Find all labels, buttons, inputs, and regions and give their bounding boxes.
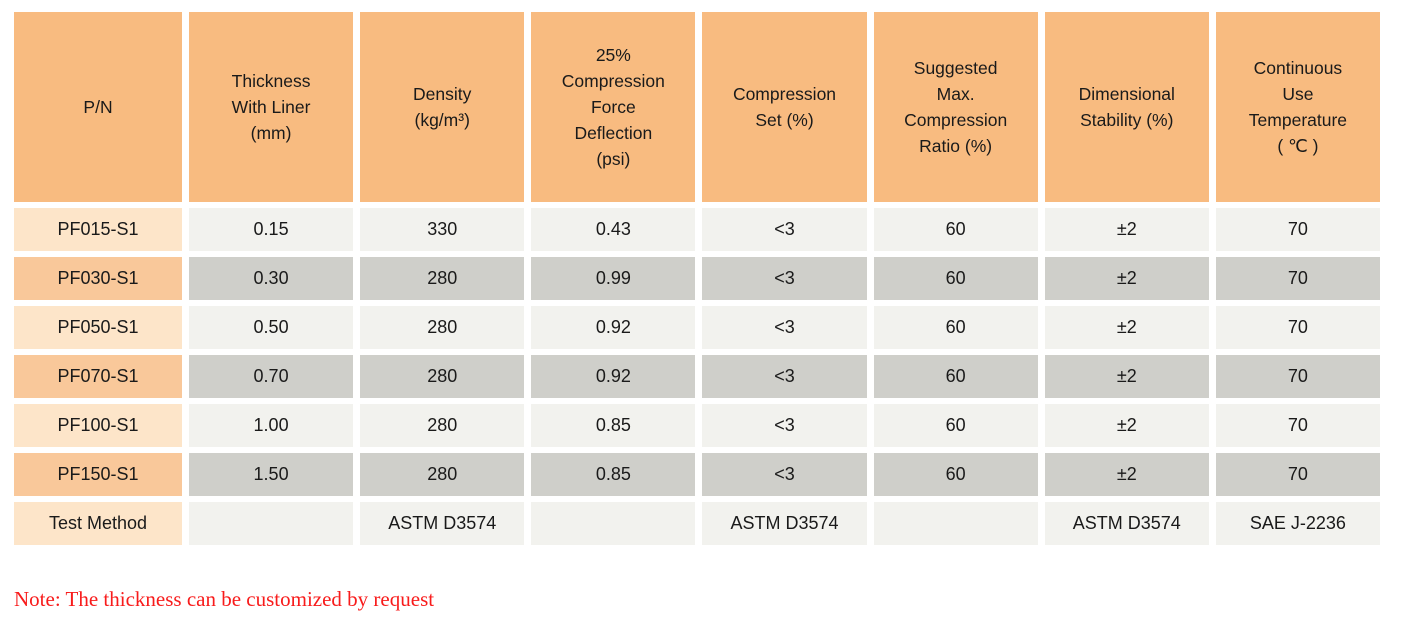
table-cell: 70 [1215, 306, 1380, 349]
table-cell: <3 [702, 257, 867, 300]
pn-cell: PF100-S1 [14, 404, 182, 447]
table-row-test-method: Test Method ASTM D3574 ASTM D3574 ASTM D… [14, 502, 1380, 545]
table-cell: ASTM D3574 [1044, 502, 1209, 545]
header-cell-compression-force-deflection: 25% Compression Force Deflection (psi) [531, 12, 696, 202]
table-cell: ±2 [1044, 453, 1209, 496]
table-cell: 1.00 [189, 404, 354, 447]
table-cell [531, 502, 696, 545]
pn-cell: PF150-S1 [14, 453, 182, 496]
header-cell-pn: P/N [14, 12, 182, 202]
header-row: P/N Thickness With Liner (mm) Density (k… [14, 12, 1380, 202]
pn-cell: PF015-S1 [14, 208, 182, 251]
table-cell [873, 502, 1038, 545]
table-row-pf015-s1: PF015-S1 0.15 330 0.43 <3 60 ±2 70 [14, 208, 1380, 251]
table-cell: 70 [1215, 453, 1380, 496]
table-row-pf070-s1: PF070-S1 0.70 280 0.92 <3 60 ±2 70 [14, 355, 1380, 398]
header-cell-continuous-use-temperature: Continuous Use Temperature ( ℃ ) [1215, 12, 1380, 202]
table-cell: 60 [873, 306, 1038, 349]
table-cell: ±2 [1044, 257, 1209, 300]
table-cell: ASTM D3574 [702, 502, 867, 545]
table-cell: 0.30 [189, 257, 354, 300]
header-cell-dimensional-stability: Dimensional Stability (%) [1044, 12, 1209, 202]
thickness-note: Note: The thickness can be customized by… [14, 587, 435, 611]
table-cell: <3 [702, 404, 867, 447]
table-cell: ASTM D3574 [360, 502, 525, 545]
spec-table: P/N Thickness With Liner (mm) Density (k… [7, 6, 1387, 551]
table-cell: ±2 [1044, 404, 1209, 447]
table-cell: 70 [1215, 257, 1380, 300]
table-cell: 1.50 [189, 453, 354, 496]
header-cell-thickness: Thickness With Liner (mm) [189, 12, 354, 202]
table-cell: 0.43 [531, 208, 696, 251]
table-cell: 60 [873, 355, 1038, 398]
table-cell: 70 [1215, 404, 1380, 447]
table-cell: 280 [360, 306, 525, 349]
table-cell: 280 [360, 404, 525, 447]
table-cell: 0.50 [189, 306, 354, 349]
table-cell: SAE J-2236 [1215, 502, 1380, 545]
table-cell: 0.70 [189, 355, 354, 398]
header-cell-suggested-max-compression-ratio: Suggested Max. Compression Ratio (%) [873, 12, 1038, 202]
table-cell: <3 [702, 208, 867, 251]
table-cell: 70 [1215, 208, 1380, 251]
table-cell: 0.85 [531, 453, 696, 496]
table-cell: 280 [360, 355, 525, 398]
table-row-pf050-s1: PF050-S1 0.50 280 0.92 <3 60 ±2 70 [14, 306, 1380, 349]
table-cell: 0.85 [531, 404, 696, 447]
pn-cell: Test Method [14, 502, 182, 545]
pn-cell: PF050-S1 [14, 306, 182, 349]
table-cell: 60 [873, 257, 1038, 300]
table-row-pf150-s1: PF150-S1 1.50 280 0.85 <3 60 ±2 70 [14, 453, 1380, 496]
table-cell: 70 [1215, 355, 1380, 398]
table-cell: 0.92 [531, 355, 696, 398]
table-cell: 0.92 [531, 306, 696, 349]
table-cell: 280 [360, 453, 525, 496]
table-cell: 60 [873, 208, 1038, 251]
table-cell: ±2 [1044, 355, 1209, 398]
table-cell: <3 [702, 306, 867, 349]
table-cell: 330 [360, 208, 525, 251]
table-cell: 0.99 [531, 257, 696, 300]
table-cell [189, 502, 354, 545]
pn-cell: PF030-S1 [14, 257, 182, 300]
table-cell: <3 [702, 355, 867, 398]
header-cell-density: Density (kg/m³) [360, 12, 525, 202]
table-cell: 60 [873, 453, 1038, 496]
table-cell: ±2 [1044, 306, 1209, 349]
header-cell-compression-set: Compression Set (%) [702, 12, 867, 202]
table-cell: 280 [360, 257, 525, 300]
table-row-pf030-s1: PF030-S1 0.30 280 0.99 <3 60 ±2 70 [14, 257, 1380, 300]
table-row-pf100-s1: PF100-S1 1.00 280 0.85 <3 60 ±2 70 [14, 404, 1380, 447]
table-cell: 60 [873, 404, 1038, 447]
pn-cell: PF070-S1 [14, 355, 182, 398]
table-cell: <3 [702, 453, 867, 496]
table-cell: 0.15 [189, 208, 354, 251]
table-cell: ±2 [1044, 208, 1209, 251]
